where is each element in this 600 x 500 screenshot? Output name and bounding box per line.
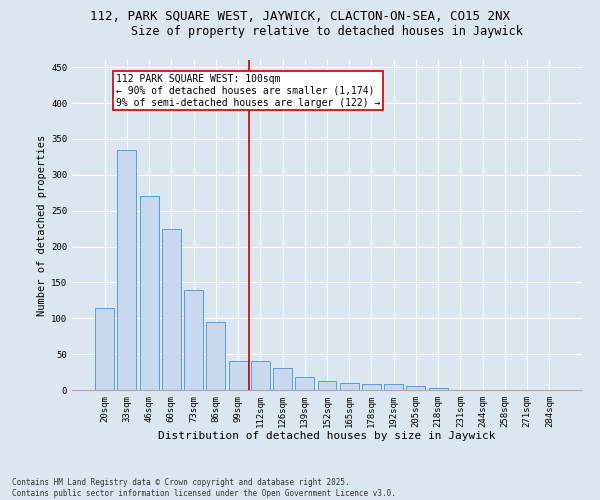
Text: 112, PARK SQUARE WEST, JAYWICK, CLACTON-ON-SEA, CO15 2NX: 112, PARK SQUARE WEST, JAYWICK, CLACTON-… xyxy=(90,10,510,23)
Text: 112 PARK SQUARE WEST: 100sqm
← 90% of detached houses are smaller (1,174)
9% of : 112 PARK SQUARE WEST: 100sqm ← 90% of de… xyxy=(116,74,380,108)
Bar xyxy=(429,388,448,390)
Y-axis label: Number of detached properties: Number of detached properties xyxy=(37,134,47,316)
Bar xyxy=(95,308,114,390)
Bar xyxy=(251,362,270,390)
Bar xyxy=(340,383,359,390)
Text: Contains HM Land Registry data © Crown copyright and database right 2025.
Contai: Contains HM Land Registry data © Crown c… xyxy=(12,478,396,498)
Bar xyxy=(229,362,248,390)
Bar xyxy=(317,380,337,390)
Bar xyxy=(273,368,292,390)
Bar xyxy=(118,150,136,390)
Bar xyxy=(206,322,225,390)
Bar xyxy=(295,377,314,390)
Bar xyxy=(184,290,203,390)
Bar xyxy=(406,386,425,390)
X-axis label: Distribution of detached houses by size in Jaywick: Distribution of detached houses by size … xyxy=(158,432,496,442)
Bar xyxy=(140,196,158,390)
Bar xyxy=(162,228,181,390)
Bar xyxy=(384,384,403,390)
Title: Size of property relative to detached houses in Jaywick: Size of property relative to detached ho… xyxy=(131,25,523,38)
Bar xyxy=(362,384,381,390)
